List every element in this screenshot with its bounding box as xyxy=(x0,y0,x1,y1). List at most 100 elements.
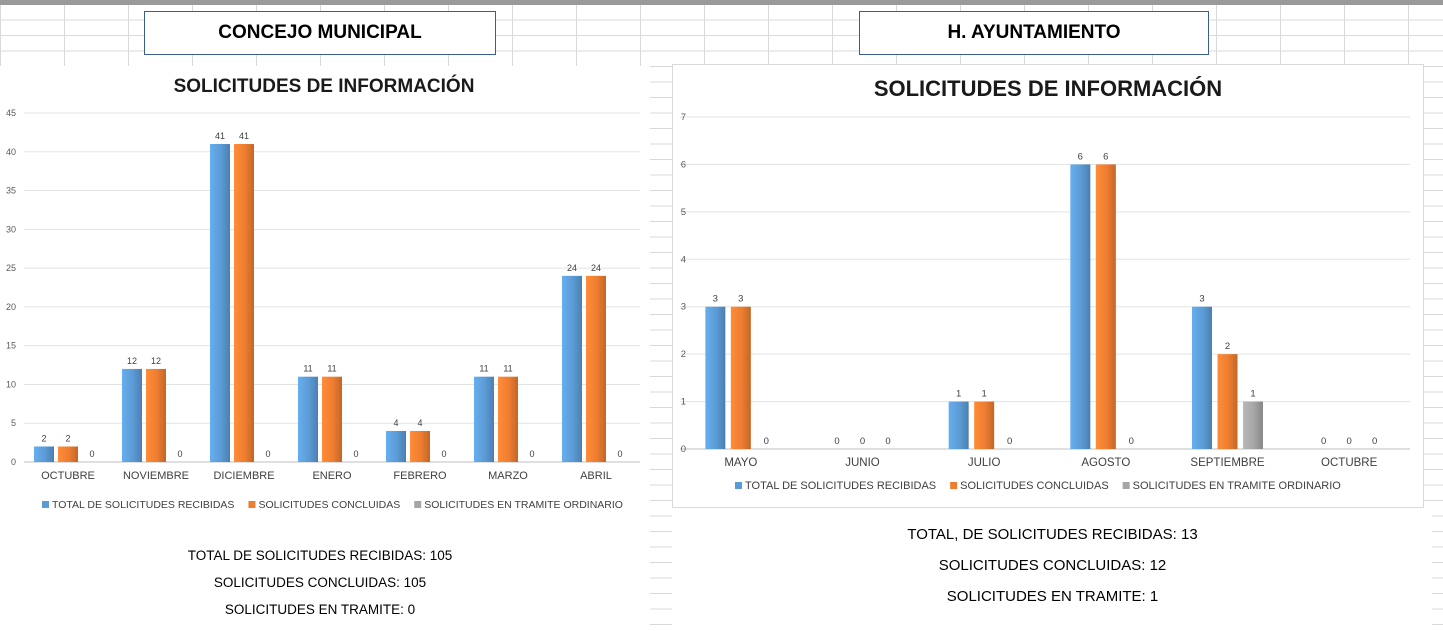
y-tick-label: 5 xyxy=(681,207,686,218)
y-tick-label: 6 xyxy=(681,159,686,170)
header-h-ayuntamiento: H. AYUNTAMIENTO xyxy=(859,11,1209,55)
window-top-border xyxy=(0,0,1443,5)
bar-concluded xyxy=(586,275,606,462)
x-tick-label: OCTUBRE xyxy=(1321,457,1378,469)
bar-concluded xyxy=(974,401,995,449)
data-label: 0 xyxy=(1007,436,1012,447)
data-label: 2 xyxy=(1225,341,1230,352)
legend-swatch-in_process xyxy=(1122,482,1130,489)
data-label: 6 xyxy=(1103,151,1108,162)
data-label: 1 xyxy=(956,389,961,400)
data-label: 11 xyxy=(503,364,512,374)
x-tick-label: NOVIEMBRE xyxy=(123,470,189,482)
data-label: 4 xyxy=(393,418,398,428)
data-label: 2 xyxy=(41,433,46,443)
bar-in_process xyxy=(1243,401,1263,449)
y-tick-label: 30 xyxy=(6,224,16,234)
data-label: 6 xyxy=(1078,151,1083,162)
y-tick-label: 3 xyxy=(681,302,686,313)
y-tick-label: 0 xyxy=(681,444,686,455)
y-tick-label: 40 xyxy=(6,147,16,157)
data-label: 3 xyxy=(713,294,718,305)
bar-concluded xyxy=(730,306,751,449)
bar-concluded xyxy=(498,376,518,462)
bar-received xyxy=(122,368,142,462)
data-label: 41 xyxy=(215,131,225,141)
data-label: 24 xyxy=(591,263,601,273)
total-concluded-text: SOLICITUDES CONCLUIDAS: 12 xyxy=(938,557,1167,574)
bar-concluded xyxy=(410,430,430,462)
data-label: 4 xyxy=(417,418,422,428)
data-label: 0 xyxy=(441,449,446,459)
y-tick-label: 25 xyxy=(6,263,16,273)
chart-title: SOLICITUDES DE INFORMACIÓN xyxy=(874,76,1222,101)
legend-label: SOLICITUDES EN TRAMITE ORDINARIO xyxy=(424,499,623,511)
data-label: 24 xyxy=(567,263,577,273)
y-tick-label: 45 xyxy=(6,108,16,118)
bar-received xyxy=(298,376,318,462)
data-label: 41 xyxy=(239,131,249,141)
chart-panel-concejo xyxy=(0,66,650,631)
data-label: 0 xyxy=(617,449,622,459)
total-received-text: TOTAL DE SOLICITUDES RECIBIDAS: 105 xyxy=(187,548,453,563)
y-tick-label: 1 xyxy=(681,397,686,408)
y-tick-label: 20 xyxy=(6,302,16,312)
data-label: 0 xyxy=(860,436,865,447)
bar-concluded xyxy=(146,368,166,462)
total-in-process-text: SOLICITUDES EN TRAMITE: 1 xyxy=(946,588,1159,605)
data-label: 0 xyxy=(89,449,94,459)
totals-ayuntamiento: TOTAL, DE SOLICITUDES RECIBIDAS: 13 SOLI… xyxy=(790,519,1315,612)
bar-received xyxy=(386,430,406,462)
legend-swatch-concluded xyxy=(248,501,256,508)
legend-swatch-received xyxy=(735,482,742,489)
legend-label: TOTAL DE SOLICITUDES RECIBIDAS xyxy=(52,499,234,511)
x-tick-label: SEPTIEMBRE xyxy=(1190,457,1264,469)
legend-label: SOLICITUDES CONCLUIDAS xyxy=(960,480,1109,492)
data-label: 0 xyxy=(885,436,890,447)
chart-panel-ayuntamiento xyxy=(672,64,1424,508)
bar-concluded xyxy=(322,376,342,462)
chart-title: SOLICITUDES DE INFORMACIÓN xyxy=(174,75,475,97)
data-label: 0 xyxy=(1372,436,1377,447)
data-label: 0 xyxy=(1321,436,1326,447)
total-received-text: TOTAL, DE SOLICITUDES RECIBIDAS: 13 xyxy=(907,526,1198,543)
y-tick-label: 2 xyxy=(681,349,686,360)
bar-concluded xyxy=(1095,164,1116,449)
data-label: 11 xyxy=(479,364,488,374)
data-label: 3 xyxy=(738,294,743,305)
x-tick-label: ABRIL xyxy=(580,470,612,482)
x-tick-label: MAYO xyxy=(724,457,757,469)
header-concejo-municipal: CONCEJO MUNICIPAL xyxy=(144,11,496,55)
x-tick-label: OCTUBRE xyxy=(41,470,95,482)
data-label: 0 xyxy=(1347,436,1352,447)
bar-concluded xyxy=(234,144,254,462)
legend-label: SOLICITUDES CONCLUIDAS xyxy=(258,499,400,511)
bar-received xyxy=(1192,306,1212,449)
data-label: 12 xyxy=(127,356,137,366)
y-tick-label: 10 xyxy=(6,379,16,389)
bar-received xyxy=(1070,164,1091,449)
legend-swatch-received xyxy=(42,501,49,508)
bar-received xyxy=(562,275,582,462)
x-tick-label: JULIO xyxy=(968,457,1001,469)
legend-label: SOLICITUDES EN TRAMITE ORDINARIO xyxy=(1133,480,1342,492)
data-label: 12 xyxy=(151,356,161,366)
data-label: 0 xyxy=(265,449,270,459)
totals-panel-ayuntamiento xyxy=(672,508,1432,631)
y-tick-label: 5 xyxy=(11,418,16,428)
x-tick-label: FEBRERO xyxy=(393,470,447,482)
x-tick-label: DICIEMBRE xyxy=(213,470,274,482)
data-label: 1 xyxy=(1250,389,1255,400)
x-tick-label: JUNIO xyxy=(845,457,880,469)
bar-chart-concejo: SOLICITUDES DE INFORMACIÓN05101520253035… xyxy=(6,75,640,511)
x-tick-label: MARZO xyxy=(488,470,528,482)
y-tick-label: 0 xyxy=(11,457,16,467)
data-label: 0 xyxy=(764,436,769,447)
data-label: 0 xyxy=(1129,436,1134,447)
bar-received xyxy=(34,446,54,462)
total-in-process-text: SOLICITUDES EN TRAMITE: 0 xyxy=(224,602,416,617)
data-label: 0 xyxy=(353,449,358,459)
totals-concejo: TOTAL DE SOLICITUDES RECIBIDAS: 105 SOLI… xyxy=(60,542,580,623)
bar-concluded xyxy=(58,446,78,462)
